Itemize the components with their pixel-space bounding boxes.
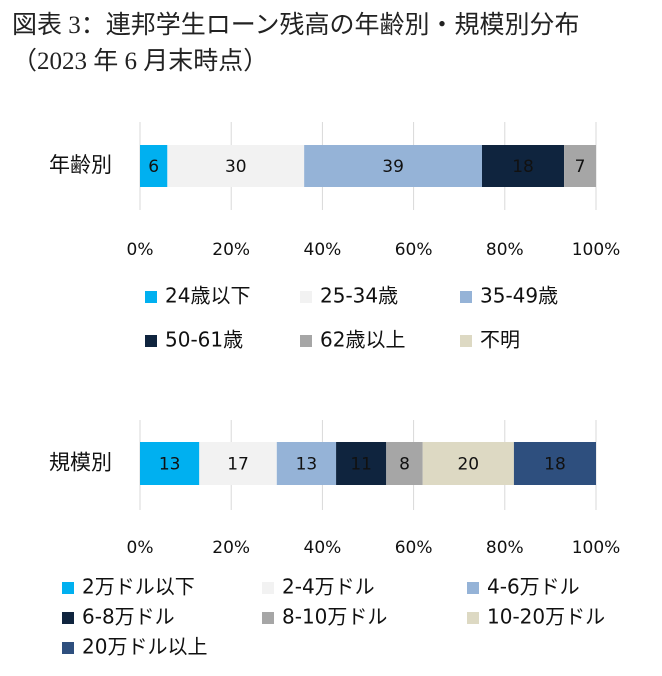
x-tick-label: 100% — [572, 538, 621, 558]
bar-segment — [140, 145, 168, 187]
title: 図表 3：連邦学生ローン残高の年齢別・規模別分布（2023 年 6 月末時点） — [12, 12, 580, 75]
legend-label: 6-8万ドル — [82, 605, 175, 629]
x-tick-label: 80% — [486, 538, 524, 558]
legend-label: 4-6万ドル — [487, 575, 580, 599]
data-label: 18 — [544, 455, 566, 475]
legend-swatch — [460, 335, 472, 347]
bar-segment — [386, 442, 423, 485]
legend-label: 35-49歳 — [480, 284, 558, 308]
x-tick-label: 100% — [572, 240, 621, 260]
data-label: 18 — [512, 157, 534, 177]
x-tick-label: 20% — [212, 538, 250, 558]
legend-label: 10-20万ドル — [487, 605, 605, 629]
legend-swatch — [145, 335, 157, 347]
bar-segment — [482, 145, 565, 187]
data-label: 13 — [296, 455, 318, 475]
legend-swatch — [467, 582, 479, 594]
legend-label: 25-34歳 — [320, 284, 398, 308]
bar-segment — [336, 442, 387, 485]
bar-segment — [167, 145, 305, 187]
bar-segment — [140, 442, 200, 485]
data-label: 11 — [350, 455, 372, 475]
data-label: 13 — [159, 455, 181, 475]
legend-label: 50-61歳 — [165, 328, 243, 352]
legend-swatch — [145, 291, 157, 303]
legend-swatch — [467, 612, 479, 624]
data-label: 30 — [225, 157, 247, 177]
y-tick-label: 規模別 — [49, 451, 112, 475]
legend-swatch — [62, 582, 74, 594]
legend-swatch — [62, 642, 74, 654]
legend-swatch — [460, 291, 472, 303]
bar-segment — [422, 442, 514, 485]
legend-swatch — [262, 612, 274, 624]
bar-segment — [304, 145, 482, 187]
legend-label: 8-10万ドル — [282, 605, 387, 629]
legend-label: 20万ドル以上 — [82, 635, 207, 659]
bar-segment — [276, 442, 337, 485]
x-tick-label: 60% — [395, 240, 433, 260]
legend-label: 2-4万ドル — [282, 575, 375, 599]
bar-segment — [564, 145, 596, 187]
data-label: 8 — [399, 455, 410, 475]
bar-segment — [513, 442, 596, 485]
data-label: 39 — [382, 157, 404, 177]
x-tick-label: 0% — [127, 240, 154, 260]
x-tick-label: 40% — [304, 240, 342, 260]
x-tick-label: 60% — [395, 538, 433, 558]
legend-swatch — [62, 612, 74, 624]
data-label: 6 — [148, 157, 159, 177]
legend-label: 24歳以下 — [165, 284, 250, 308]
legend-swatch — [300, 291, 312, 303]
x-tick-label: 20% — [212, 240, 250, 260]
x-tick-label: 0% — [127, 538, 154, 558]
legend-label: 62歳以上 — [320, 328, 405, 352]
data-label: 7 — [575, 157, 586, 177]
legend-label: 2万ドル以下 — [82, 575, 195, 599]
x-tick-label: 40% — [304, 538, 342, 558]
bar-segment — [199, 442, 277, 485]
legend-swatch — [262, 582, 274, 594]
data-label: 17 — [227, 455, 249, 475]
x-tick-label: 80% — [486, 240, 524, 260]
y-tick-label: 年齢別 — [49, 153, 112, 177]
legend-swatch — [300, 335, 312, 347]
legend-label: 不明 — [480, 328, 520, 352]
data-label: 20 — [457, 455, 479, 475]
